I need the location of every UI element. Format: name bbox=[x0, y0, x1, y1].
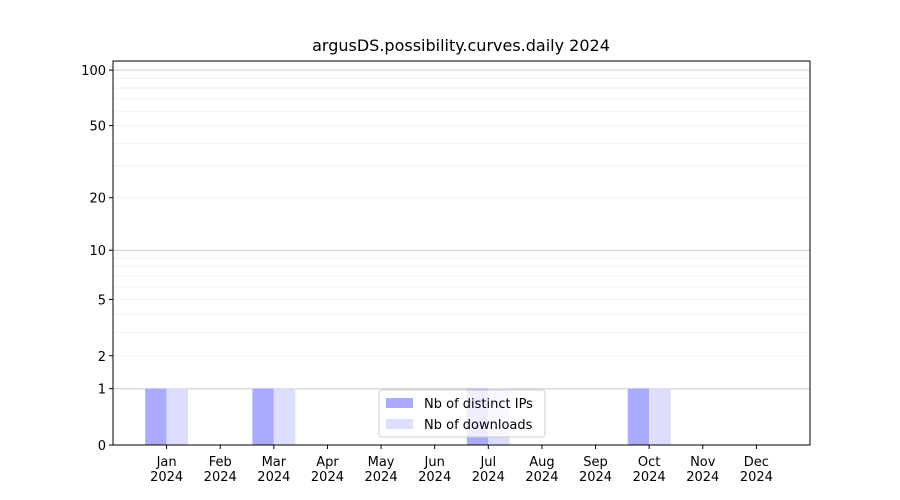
y-tick-label: 1 bbox=[98, 383, 106, 398]
x-tick-label: Dec 2024 bbox=[740, 455, 773, 485]
bar bbox=[273, 388, 296, 445]
y-tick-label: 0 bbox=[98, 439, 106, 454]
x-tick-label: Jun 2024 bbox=[418, 455, 451, 485]
plot-frame bbox=[112, 60, 811, 446]
legend-swatch bbox=[386, 398, 413, 408]
bar bbox=[627, 388, 650, 445]
x-tick-label: Nov 2024 bbox=[686, 455, 719, 485]
y-tick-label: 5 bbox=[98, 293, 106, 308]
legend-label: Nb of downloads bbox=[424, 418, 533, 433]
legend-swatch bbox=[386, 419, 413, 429]
bar bbox=[166, 388, 189, 445]
bar bbox=[252, 388, 274, 445]
x-tick-label: Jan 2024 bbox=[150, 455, 183, 485]
y-tick-label: 20 bbox=[89, 192, 106, 207]
x-tick-label: Mar 2024 bbox=[257, 455, 290, 485]
x-tick-label: Oct 2024 bbox=[633, 455, 666, 485]
y-tick-label: 100 bbox=[81, 64, 106, 79]
x-tick-label: Feb 2024 bbox=[204, 455, 237, 485]
x-tick-label: Jul 2024 bbox=[472, 455, 505, 485]
bar bbox=[145, 388, 167, 445]
legend-label: Nb of distinct IPs bbox=[424, 397, 533, 412]
bar bbox=[649, 388, 671, 445]
legend-box bbox=[378, 389, 546, 438]
x-tick-label: Sep 2024 bbox=[579, 455, 612, 485]
y-tick-label: 50 bbox=[89, 120, 106, 135]
x-tick-label: Aug 2024 bbox=[525, 455, 558, 485]
y-tick-label: 2 bbox=[98, 350, 106, 365]
y-tick-label: 10 bbox=[89, 244, 106, 259]
x-tick-label: May 2024 bbox=[365, 455, 398, 485]
chart-title: argusDS.possibility.curves.daily 2024 bbox=[312, 36, 610, 55]
x-tick-label: Apr 2024 bbox=[311, 455, 344, 485]
